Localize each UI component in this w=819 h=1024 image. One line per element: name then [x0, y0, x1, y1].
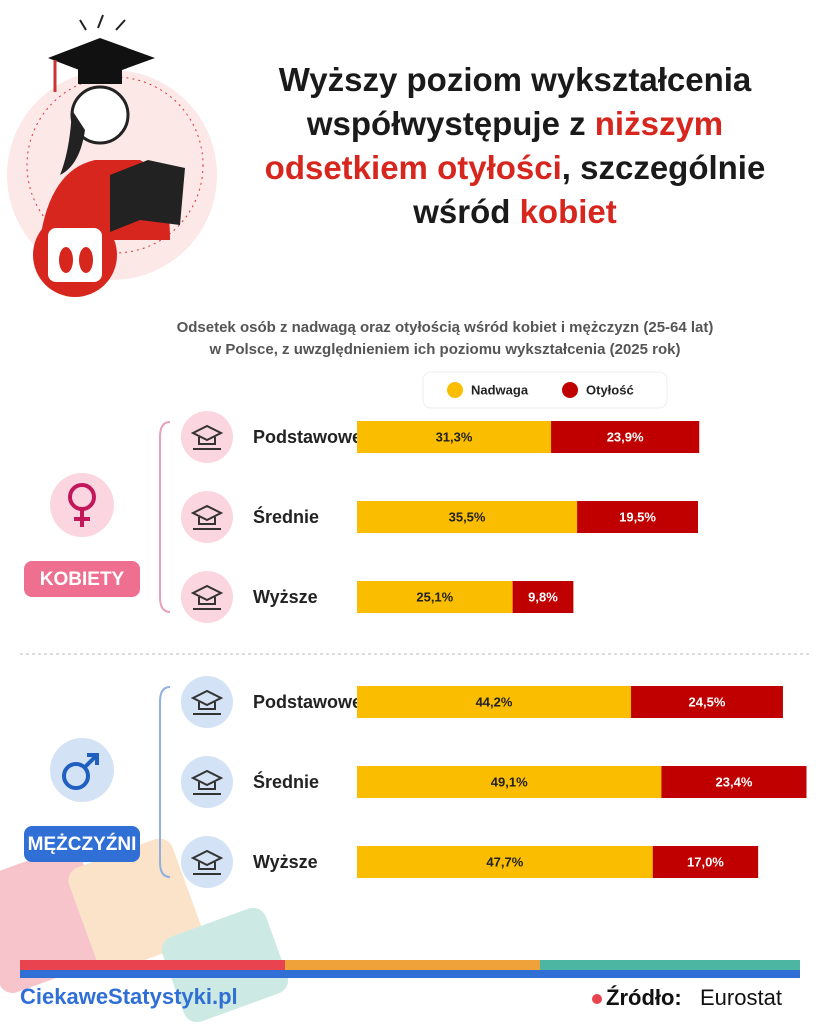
- group-label: MĘŻCZYŹNI: [28, 833, 137, 855]
- headline-word: wśród: [412, 193, 510, 230]
- legend-swatch: [562, 382, 578, 398]
- category-icon-bg: [181, 836, 233, 888]
- category-icon-bg: [181, 491, 233, 543]
- bar-segment: [661, 766, 807, 798]
- source-dot: [592, 994, 602, 1004]
- category-icon-bg: [181, 411, 233, 463]
- value-label: 19,5%: [619, 509, 656, 524]
- bracket: [159, 421, 171, 613]
- category-label: Średnie: [253, 506, 319, 527]
- headline-word: niższym: [595, 105, 723, 142]
- gender-icon-bg: [50, 473, 114, 537]
- headline-line: wśród kobiet: [412, 193, 617, 230]
- category-icon: [190, 504, 224, 530]
- headline-word: [560, 105, 569, 142]
- headline-word: Wyższy: [279, 61, 398, 98]
- legend-label[interactable]: Otyłość: [586, 382, 634, 397]
- category-label: Podstawowe: [253, 427, 362, 447]
- bar-segment: [577, 501, 698, 533]
- category-label: Średnie: [253, 771, 319, 792]
- illustration: [7, 14, 217, 297]
- headline-word: ,: [562, 149, 571, 186]
- gender-symbol: [62, 762, 90, 790]
- category-label: Podstawowe: [253, 692, 362, 712]
- bar-segment: [357, 766, 662, 798]
- headline-word: współwystępuje: [306, 105, 560, 142]
- headline-line: współwystępuje z niższym: [306, 105, 723, 142]
- category-icon: [190, 424, 224, 450]
- category-icon: [190, 584, 224, 610]
- bar-segment: [631, 686, 783, 718]
- category-label: Wyższe: [253, 587, 318, 607]
- background-shapes: [0, 838, 289, 1023]
- category-icon-bg: [181, 676, 233, 728]
- bar-segment: [357, 501, 578, 533]
- headline-word: [522, 61, 531, 98]
- category-label: Wyższe: [253, 852, 318, 872]
- category-icon: [190, 849, 224, 875]
- value-label: 25,1%: [416, 589, 453, 604]
- category-icon: [190, 769, 224, 795]
- legend-label[interactable]: Nadwaga: [471, 382, 529, 397]
- bar-segment: [551, 421, 700, 453]
- bar-segment: [357, 846, 653, 878]
- value-label: 9,8%: [528, 589, 558, 604]
- footer-stripe: [20, 960, 800, 978]
- value-label: 35,5%: [449, 509, 486, 524]
- value-label: 23,9%: [607, 429, 644, 444]
- value-label: 23,4%: [716, 774, 753, 789]
- headline-word: poziom: [407, 61, 522, 98]
- headline-word: [397, 61, 406, 98]
- headline-word: kobiet: [520, 193, 617, 230]
- bar-segment: [357, 686, 632, 718]
- headline-word: [571, 149, 580, 186]
- headline-word: szczególnie: [580, 149, 765, 186]
- value-label: 47,7%: [486, 854, 523, 869]
- gender-symbol: [74, 509, 90, 527]
- gender-icon-bg: [50, 738, 114, 802]
- headline-word: wykształcenia: [530, 61, 752, 98]
- legend-box: [422, 371, 668, 409]
- bar-segment: [652, 846, 759, 878]
- headline-word: otyłości: [437, 149, 562, 186]
- headline-line: odsetkiem otyłości, szczególnie: [265, 149, 766, 186]
- value-label: 17,0%: [687, 854, 724, 869]
- headline-word: [586, 105, 595, 142]
- headline-word: odsetkiem: [265, 149, 428, 186]
- value-label: 24,5%: [689, 694, 726, 709]
- value-label: 49,1%: [491, 774, 528, 789]
- bar-segment: [512, 581, 574, 613]
- group-badge: [24, 561, 140, 597]
- subtitle: w Polsce, z uwzględnieniem ich poziomu w…: [209, 341, 681, 358]
- headline-word: z: [569, 105, 586, 142]
- bar-segment: [357, 421, 552, 453]
- brand: CiekaweStatystyki.pl: [20, 984, 238, 1009]
- bar-segment: [357, 581, 513, 613]
- legend-swatch: [447, 382, 463, 398]
- category-icon: [190, 689, 224, 715]
- group-label: KOBIETY: [40, 569, 125, 590]
- group-badge: [24, 826, 140, 862]
- headline-word: [510, 193, 519, 230]
- value-label: 31,3%: [436, 429, 473, 444]
- headline-line: Wyższy poziom wykształcenia: [279, 61, 752, 98]
- gender-symbol: [83, 753, 99, 769]
- source: Eurostat: [700, 985, 782, 1010]
- source-label: Źródło:: [606, 985, 682, 1010]
- bracket: [159, 686, 171, 878]
- category-icon-bg: [181, 756, 233, 808]
- category-icon-bg: [181, 571, 233, 623]
- value-label: 44,2%: [476, 694, 513, 709]
- subtitle: Odsetek osób z nadwagą oraz otyłością wś…: [177, 319, 714, 336]
- headline-word: [428, 149, 437, 186]
